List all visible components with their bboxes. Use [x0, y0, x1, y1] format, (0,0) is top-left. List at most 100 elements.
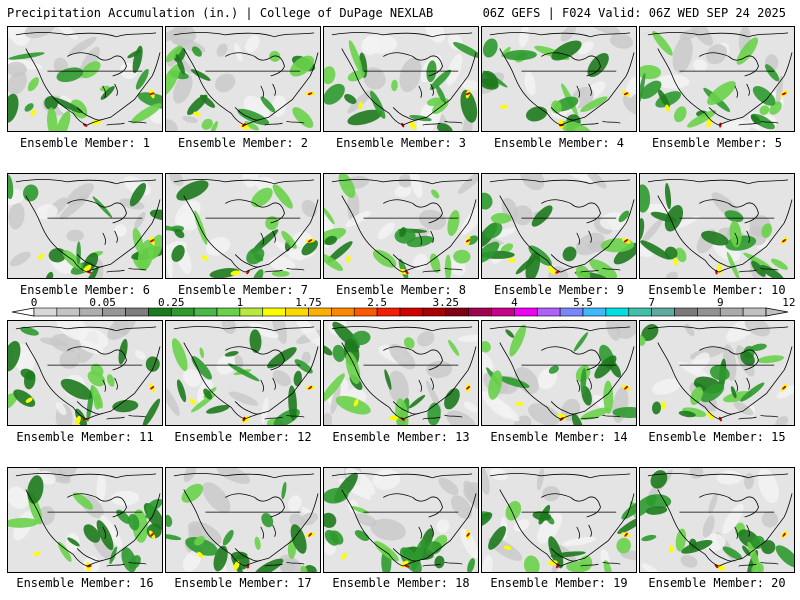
ensemble-member-label: Ensemble Member: 8 [335, 283, 467, 297]
colorbar-swatch [514, 307, 538, 317]
precip-map [8, 321, 162, 425]
ensemble-member-label: Ensemble Member: 3 [335, 136, 467, 150]
ensemble-member-label: Ensemble Member: 7 [177, 283, 309, 297]
colorbar-swatch [468, 307, 492, 317]
colorbar-tick-label: 0 [31, 296, 38, 309]
precip-map [324, 321, 478, 425]
colorbar-swatch [491, 307, 515, 317]
ensemble-member-label: Ensemble Member: 16 [16, 576, 154, 590]
colorbar-swatch [651, 307, 675, 317]
precip-map [482, 27, 636, 131]
precip-map [640, 468, 794, 572]
ensemble-member-label: Ensemble Member: 6 [19, 283, 151, 297]
colorbar-swatch [308, 307, 332, 317]
title-right: 06Z GEFS | F024 Valid: 06Z WED SEP 24 20… [482, 6, 786, 20]
precip-map [166, 27, 320, 131]
ensemble-member-label: Ensemble Member: 4 [493, 136, 625, 150]
precip-map [324, 468, 478, 572]
ensemble-panel [7, 173, 163, 279]
colorbar-swatch [170, 307, 195, 317]
ensemble-panel [165, 320, 321, 426]
colorbar-swatch [216, 307, 241, 317]
colorbar-tick-label: 4 [511, 296, 518, 309]
colorbar-tick-label: 1.75 [295, 296, 322, 309]
ensemble-member-label: Ensemble Member: 15 [648, 430, 786, 444]
precip-map [8, 468, 162, 572]
ensemble-member-label: Ensemble Member: 14 [490, 430, 628, 444]
colorbar: 0 0.05 0.25 1 1.75 2.5 3.25 4 5.5 7 9 12 [11, 296, 796, 317]
ensemble-member-label: Ensemble Member: 2 [177, 136, 309, 150]
colorbar-tick-label: 1 [237, 296, 244, 309]
colorbar-tick-label: 5.5 [573, 296, 593, 309]
colorbar-swatch [719, 307, 744, 317]
ensemble-panel [165, 467, 321, 573]
ensemble-panel [7, 467, 163, 573]
colorbar-swatch [559, 307, 584, 317]
ensemble-panel [7, 320, 163, 426]
colorbar-swatch [628, 307, 652, 317]
precip-map [640, 27, 794, 131]
colorbar-swatch [285, 307, 309, 317]
ensemble-member-label: Ensemble Member: 19 [490, 576, 628, 590]
ensemble-member-label: Ensemble Member: 10 [648, 283, 786, 297]
colorbar-tick-label: 9 [717, 296, 724, 309]
ensemble-panel [323, 320, 479, 426]
colorbar-swatch [605, 307, 630, 317]
precip-map [482, 321, 636, 425]
precip-map [324, 174, 478, 278]
ensemble-member-label: Ensemble Member: 17 [174, 576, 312, 590]
colorbar-swatch [536, 307, 561, 317]
ensemble-member-label: Ensemble Member: 1 [19, 136, 151, 150]
colorbar-swatch [125, 307, 149, 317]
title-left: Precipitation Accumulation (in.) | Colle… [7, 6, 434, 20]
ensemble-panel [323, 467, 479, 573]
ensemble-member-label: Ensemble Member: 9 [493, 283, 625, 297]
ensemble-member-label: Ensemble Member: 11 [16, 430, 154, 444]
colorbar-swatch [742, 307, 767, 317]
colorbar-swatch [193, 307, 218, 317]
precip-map [166, 468, 320, 572]
colorbar-tick-label: 0.25 [158, 296, 185, 309]
ensemble-panel [481, 320, 637, 426]
colorbar-tick-label: 3.25 [433, 296, 460, 309]
ensemble-member-label: Ensemble Member: 5 [651, 136, 783, 150]
ensemble-panel [639, 467, 795, 573]
precip-map [166, 321, 320, 425]
ensemble-panel [639, 26, 795, 132]
colorbar-swatch [148, 307, 172, 317]
colorbar-swatch [353, 307, 378, 317]
ensemble-panel [323, 173, 479, 279]
ensemble-panel [481, 173, 637, 279]
ensemble-member-label: Ensemble Member: 13 [332, 430, 470, 444]
colorbar-swatch [422, 307, 447, 317]
colorbar-swatch [582, 307, 607, 317]
colorbar-swatch [262, 307, 286, 317]
precip-map [482, 174, 636, 278]
ensemble-member-label: Ensemble Member: 12 [174, 430, 312, 444]
colorbar-tick-label: 12 [782, 296, 795, 309]
ensemble-panel [639, 173, 795, 279]
colorbar-swatch [445, 307, 469, 317]
ensemble-panel [639, 320, 795, 426]
ensemble-panel [165, 26, 321, 132]
colorbar-swatch [331, 307, 355, 317]
ensemble-panel [323, 26, 479, 132]
colorbar-swatch [33, 307, 58, 317]
precip-map [324, 27, 478, 131]
colorbar-tick-label: 2.5 [367, 296, 387, 309]
ensemble-panel [481, 26, 637, 132]
precip-map [8, 174, 162, 278]
colorbar-swatch [697, 307, 721, 317]
colorbar-swatch [56, 307, 81, 317]
colorbar-swatch [674, 307, 698, 317]
ensemble-panel [481, 467, 637, 573]
colorbar-swatch [79, 307, 103, 317]
precip-map [8, 27, 162, 131]
colorbar-swatch [239, 307, 264, 317]
colorbar-swatch [102, 307, 126, 317]
colorbar-swatch [399, 307, 424, 317]
precip-map [640, 174, 794, 278]
precip-map [482, 468, 636, 572]
ensemble-panel [7, 26, 163, 132]
precip-map [640, 321, 794, 425]
